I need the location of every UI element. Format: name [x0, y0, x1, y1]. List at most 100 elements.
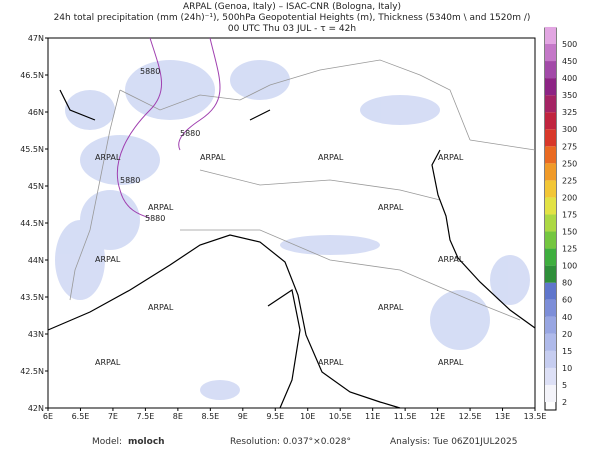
lon-label: 11E	[365, 412, 380, 421]
colorbar-swatch	[545, 78, 556, 96]
lat-label: 43.5N	[20, 293, 44, 302]
colorbar-label: 175	[562, 210, 577, 219]
borders	[69, 59, 536, 321]
colorbar-label: 225	[562, 176, 577, 185]
colorbar-swatch	[545, 26, 556, 44]
colorbar-swatch	[545, 231, 556, 249]
colorbar-swatch	[545, 333, 556, 351]
colorbar-label: 150	[562, 228, 577, 237]
watermark: ARPAL	[378, 303, 404, 312]
lat-label: 44.5N	[20, 219, 44, 228]
lat-label: 43N	[28, 330, 44, 339]
contour-label: 5880	[140, 67, 160, 76]
lat-label: 42N	[28, 404, 44, 413]
lat-label: 45.5N	[20, 145, 44, 154]
contour-label: 5880	[145, 214, 165, 223]
colorbar-swatch	[545, 384, 556, 402]
colorbar-swatch	[545, 299, 556, 317]
colorbar-label: 15	[562, 347, 572, 356]
colorbar-label: 40	[562, 313, 572, 322]
colorbar-swatch	[545, 44, 556, 62]
watermark: ARPAL	[95, 255, 121, 264]
watermark: ARPAL	[95, 153, 121, 162]
colorbar-label: 500	[562, 40, 577, 49]
watermark: ARPAL	[318, 153, 344, 162]
watermarks: ARPAL ARPAL ARPAL ARPAL ARPAL ARPAL ARPA…	[95, 153, 464, 367]
colorbar-label: 60	[562, 296, 572, 305]
lat-label: 46N	[28, 108, 44, 117]
colorbar-label: 275	[562, 142, 577, 151]
colorbar-swatch	[545, 265, 556, 283]
colorbar-swatch	[545, 163, 556, 181]
lon-label: 8.5E	[201, 412, 219, 421]
colorbar-label: 125	[562, 245, 577, 254]
geopotential-contour	[116, 37, 221, 219]
lon-label: 12.5E	[459, 412, 482, 421]
lon-label: 12E	[430, 412, 445, 421]
lat-label: 42.5N	[20, 367, 44, 376]
lon-label: 7E	[108, 412, 118, 421]
colorbar-swatch	[545, 146, 556, 164]
colorbar-swatch	[545, 95, 556, 113]
colorbar-swatch	[545, 197, 556, 215]
lon-label: 9.5E	[266, 412, 284, 421]
map: 5880 5880 5880 5880 ARPAL ARPAL ARPAL AR…	[47, 37, 536, 409]
colorbar-swatch	[545, 129, 556, 147]
colorbar-label: 300	[562, 125, 577, 134]
lon-label: 10.5E	[329, 412, 352, 421]
lat-label: 44N	[28, 256, 44, 265]
lon-label: 10E	[300, 412, 315, 421]
colorbar-label: 20	[562, 330, 572, 339]
lon-label: 7.5E	[137, 412, 155, 421]
watermark: ARPAL	[95, 358, 121, 367]
colorbar-label: 200	[562, 193, 577, 202]
colorbar-swatch	[545, 282, 556, 300]
colorbar-label: 250	[562, 159, 577, 168]
colorbar-label: 10	[562, 364, 572, 373]
colorbar-swatch	[545, 214, 556, 232]
contour-label: 5880	[180, 129, 200, 138]
colorbar-label: 400	[562, 74, 577, 83]
colorbar-label: 325	[562, 108, 577, 117]
watermark: ARPAL	[200, 153, 226, 162]
footer-analysis: Analysis: Tue 06Z01JUL2025	[390, 437, 517, 447]
footer-model-label: Model:	[92, 437, 122, 447]
lon-label: 8E	[173, 412, 183, 421]
colorbar-swatch	[545, 61, 556, 79]
colorbar-swatch	[545, 112, 556, 130]
watermark: ARPAL	[318, 358, 344, 367]
watermark: ARPAL	[438, 358, 464, 367]
colorbar-swatch	[545, 350, 556, 368]
colorbar-swatch	[545, 316, 556, 334]
lon-label: 13E	[495, 412, 510, 421]
precip	[55, 60, 530, 400]
colorbar-label: 5	[562, 381, 567, 390]
coastline	[47, 89, 536, 409]
footer-model: moloch	[128, 437, 165, 447]
lat-label: 45N	[28, 182, 44, 191]
colorbar-label: 350	[562, 91, 577, 100]
header-line: 24h total precipitation (mm (24h)⁻¹), 50…	[54, 13, 531, 23]
colorbar-swatch	[545, 367, 556, 385]
colorbar-swatch	[545, 180, 556, 198]
lon-label: 6.5E	[72, 412, 90, 421]
colorbar-label: 450	[562, 57, 577, 66]
watermark: ARPAL	[438, 153, 464, 162]
lon-label: 9E	[238, 412, 248, 421]
header-line: 00 UTC Thu 03 JUL - τ = 42h	[228, 24, 356, 34]
watermark: ARPAL	[148, 203, 174, 212]
contour-label: 5880	[120, 176, 140, 185]
lon-label: 11.5E	[394, 412, 417, 421]
colorbar-swatch	[545, 248, 556, 266]
watermark: ARPAL	[438, 255, 464, 264]
lon-label: 6E	[43, 412, 53, 421]
lon-label: 13.5E	[524, 412, 547, 421]
watermark: ARPAL	[148, 303, 174, 312]
lat-label: 46.5N	[20, 71, 44, 80]
lat-label: 47N	[28, 34, 44, 43]
watermark: ARPAL	[378, 203, 404, 212]
colorbar-label: 80	[562, 279, 572, 288]
colorbar-label: 100	[562, 262, 577, 271]
header-line: ARPAL (Genoa, Italy) – ISAC-CNR (Bologna…	[183, 2, 401, 12]
